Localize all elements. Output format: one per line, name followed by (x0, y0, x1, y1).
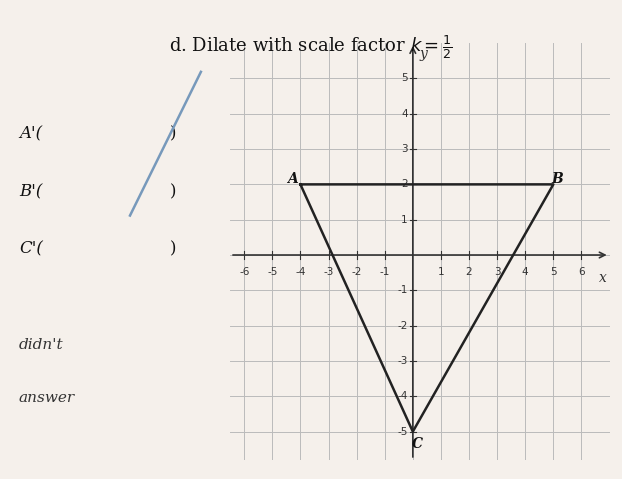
Text: didn't: didn't (19, 338, 63, 352)
Text: ): ) (170, 240, 177, 258)
Text: -3: -3 (323, 267, 333, 277)
Text: -5: -5 (267, 267, 277, 277)
Text: 3: 3 (401, 144, 408, 154)
Text: -2: -2 (351, 267, 362, 277)
Text: 4: 4 (401, 109, 408, 119)
Text: 1: 1 (401, 215, 408, 225)
Text: d. Dilate with scale factor $k = \frac{1}{2}$: d. Dilate with scale factor $k = \frac{1… (169, 34, 453, 61)
Text: -1: -1 (379, 267, 390, 277)
Text: -5: -5 (397, 427, 408, 436)
Text: 1: 1 (438, 267, 444, 277)
Text: 6: 6 (578, 267, 585, 277)
Text: 4: 4 (522, 267, 529, 277)
Text: A'(: A'( (19, 125, 42, 143)
Text: ): ) (170, 183, 177, 200)
Text: ): ) (170, 125, 177, 143)
Text: A: A (287, 172, 297, 186)
Text: -1: -1 (397, 285, 408, 296)
Text: C: C (412, 437, 422, 451)
Text: x: x (599, 271, 606, 285)
Text: C'(: C'( (19, 240, 43, 258)
Text: 5: 5 (401, 73, 408, 83)
Text: -4: -4 (397, 391, 408, 401)
Text: -3: -3 (397, 356, 408, 366)
Text: B: B (552, 172, 564, 186)
Text: B'(: B'( (19, 183, 42, 200)
Text: 5: 5 (550, 267, 557, 277)
Text: answer: answer (19, 390, 75, 405)
Text: 3: 3 (494, 267, 501, 277)
Text: y: y (420, 46, 428, 61)
Text: 2: 2 (401, 179, 408, 189)
Text: -4: -4 (295, 267, 305, 277)
Text: -6: -6 (239, 267, 249, 277)
Text: -2: -2 (397, 320, 408, 331)
Text: 2: 2 (466, 267, 472, 277)
